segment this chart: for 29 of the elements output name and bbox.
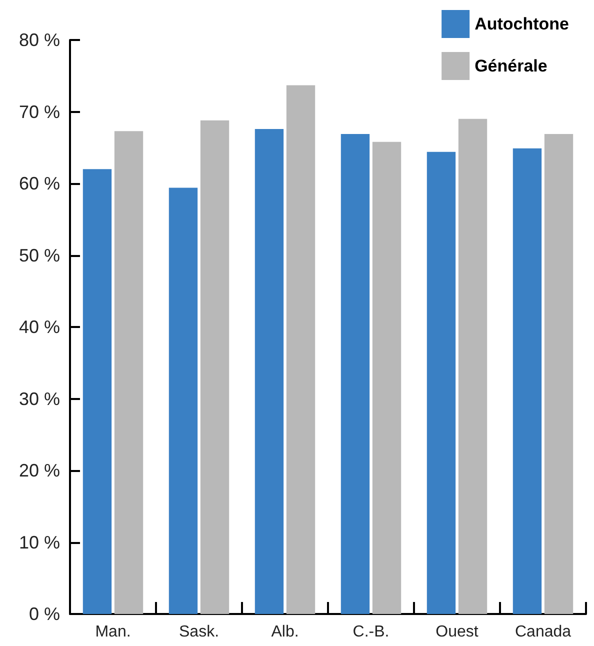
- bar: [372, 142, 402, 614]
- bar: [168, 188, 198, 614]
- bar: [200, 120, 230, 614]
- x-tick-label: Sask.: [178, 624, 220, 640]
- bar: [340, 134, 370, 614]
- bar: [286, 85, 316, 614]
- bar: [82, 169, 112, 614]
- bar: [458, 118, 488, 614]
- bar: [544, 134, 574, 614]
- y-tick-label: 20 %: [18, 460, 60, 480]
- x-tick-label: C.-B.: [352, 624, 390, 640]
- x-tick-label: Alb.: [271, 624, 299, 640]
- bar: [254, 128, 284, 614]
- y-tick-label: 30 %: [18, 388, 60, 409]
- legend-label: Générale: [474, 56, 548, 76]
- y-tick-label: 40 %: [18, 317, 60, 337]
- x-tick-label: Canada: [514, 624, 572, 640]
- y-tick-label: 10 %: [18, 532, 60, 552]
- y-tick-label: 0 %: [28, 604, 60, 624]
- bar: [114, 131, 144, 614]
- y-tick-label: 50 %: [18, 245, 60, 266]
- y-tick-label: 80 %: [18, 30, 60, 50]
- y-tick-label: 60 %: [18, 174, 60, 194]
- bar: [512, 148, 542, 614]
- legend-label: Autochtone: [474, 14, 570, 34]
- bar: [426, 152, 456, 614]
- x-tick-label: Ouest: [436, 624, 479, 640]
- y-tick-label: 70 %: [18, 102, 60, 122]
- x-tick-label: Man.: [95, 624, 131, 640]
